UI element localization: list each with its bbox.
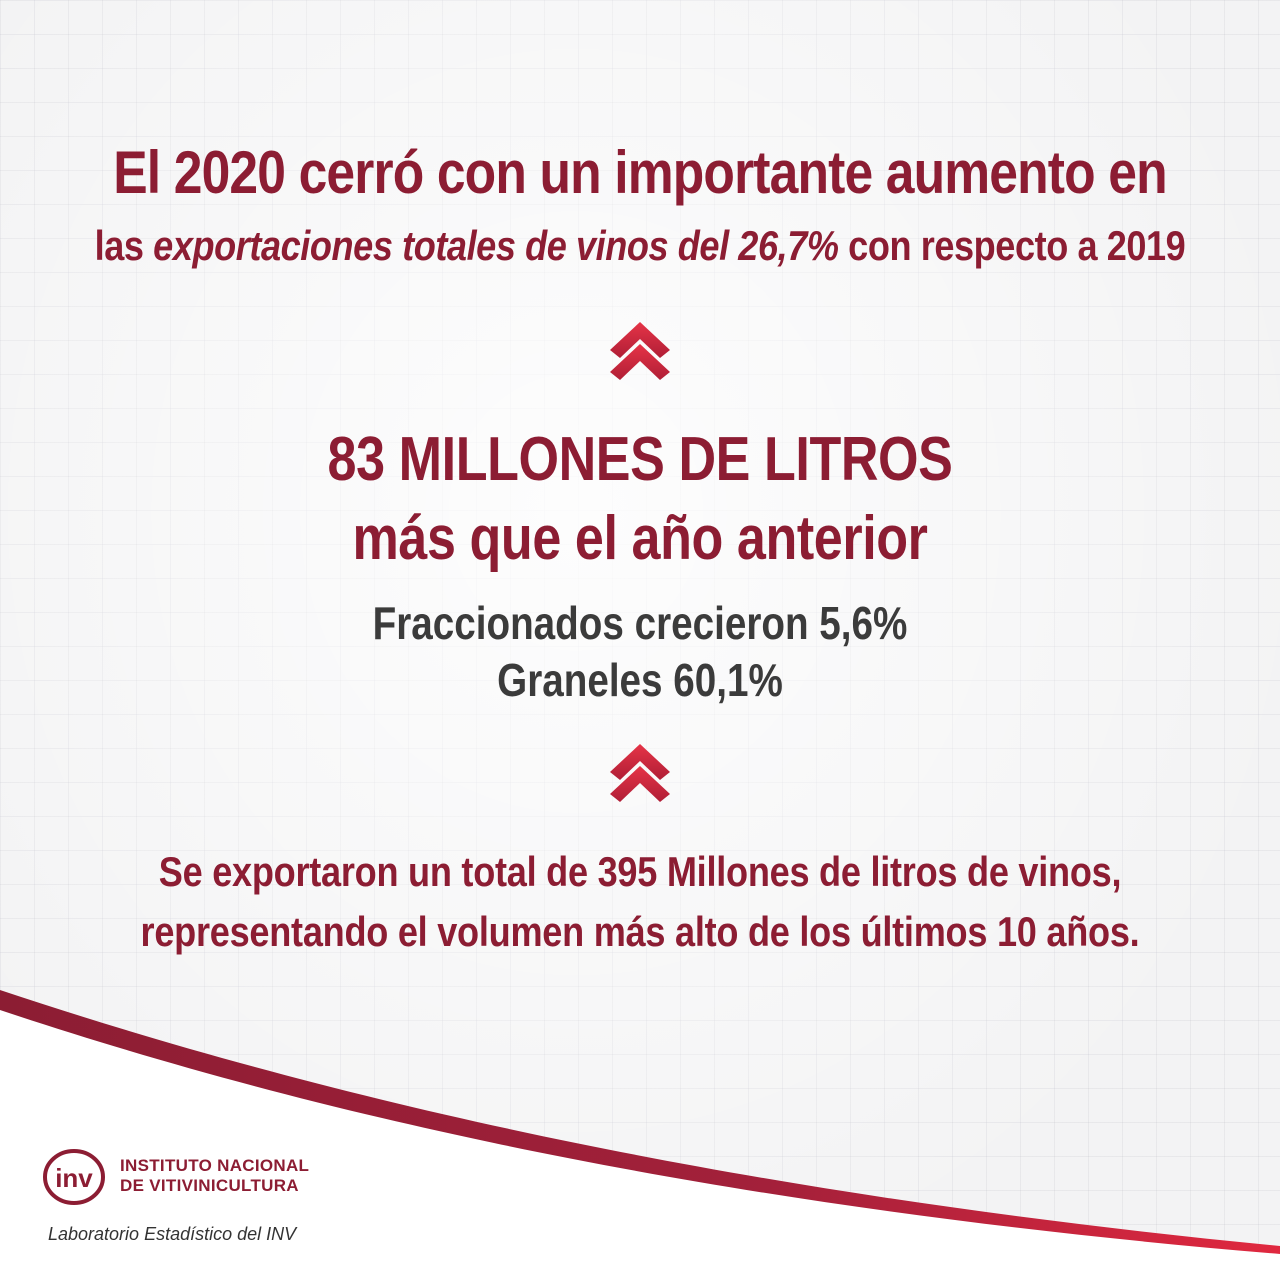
double-chevron-up-icon [610,322,670,380]
highlight-line-1: 83 MILLONES DE LITROS [327,425,953,494]
growth-fraccionados: Fraccionados crecieron 5,6% [372,597,908,649]
summary-line-1: Se exportaron un total de 395 Millones d… [158,848,1122,895]
headline-line-2-suffix: con respecto a 2019 [838,222,1186,269]
footer-credit: Laboratorio Estadístico del INV [48,1224,297,1244]
headline-line-1: El 2020 cerró con un importante aumento … [113,139,1167,206]
headline-line-2: las exportaciones totales de vinos del 2… [90,222,1191,270]
headline-line-2-prefix: las [94,222,154,269]
brand-name-line-2: DE VITIVINICULTURA [120,1176,299,1195]
highlight-line-2: más que el año anterior [352,504,928,573]
inv-logo: inv [43,1149,105,1205]
double-chevron-up-icon [610,744,670,802]
logo-letters: inv [55,1163,93,1193]
growth-graneles: Graneles 60,1% [497,654,783,706]
summary-line-2: representando el volumen más alto de los… [140,908,1140,955]
headline-line-2-emphasis: exportaciones totales de vinos del 26,7% [153,222,839,269]
brand-name-line-1: INSTITUTO NACIONAL [120,1156,310,1175]
